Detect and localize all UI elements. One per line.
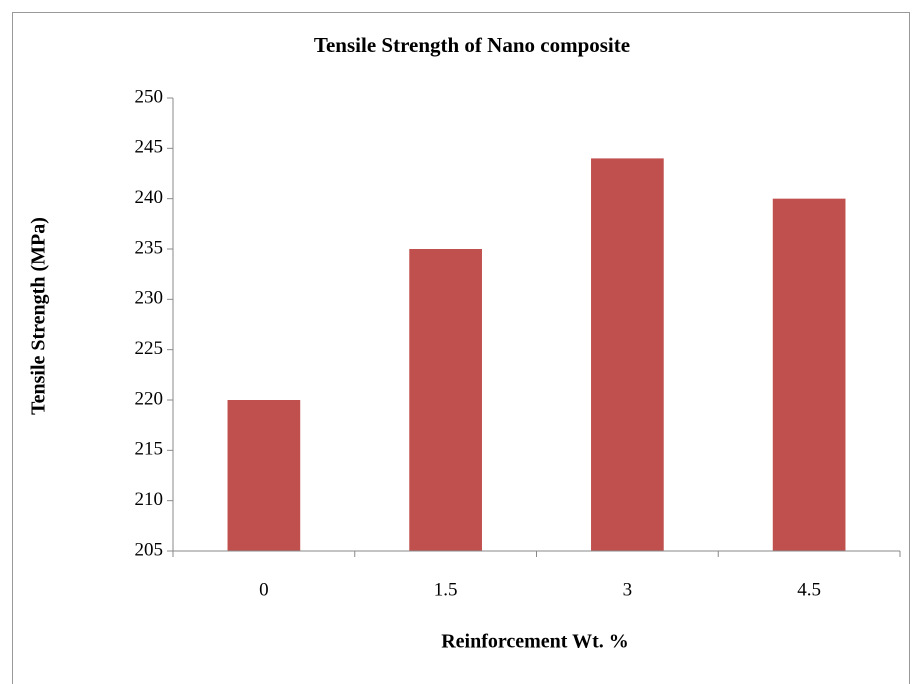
bar xyxy=(409,249,482,551)
x-tick-label: 1.5 xyxy=(434,579,458,600)
bar xyxy=(227,400,301,551)
y-tick-label: 240 xyxy=(135,187,164,208)
bar xyxy=(591,158,664,551)
x-tick-label: 4.5 xyxy=(797,579,821,600)
y-tick-label: 235 xyxy=(135,237,164,258)
y-tick-label: 230 xyxy=(135,288,164,309)
y-tick-label: 245 xyxy=(135,137,164,158)
y-tick-label: 250 xyxy=(135,86,164,107)
y-tick-label: 215 xyxy=(135,439,164,460)
x-axis-title: Reinforcement Wt. % xyxy=(441,631,629,653)
y-tick-label: 220 xyxy=(135,388,164,409)
x-tick-label: 3 xyxy=(623,579,633,600)
y-tick-label: 205 xyxy=(135,539,164,560)
y-axis-title: Tensile Strength (MPa) xyxy=(28,217,50,415)
y-tick-label: 225 xyxy=(135,338,164,359)
bar xyxy=(772,198,846,551)
x-tick-label: 0 xyxy=(259,579,269,600)
y-tick-label: 210 xyxy=(135,489,164,510)
chart-title: Tensile Strength of Nano composite xyxy=(314,33,630,57)
